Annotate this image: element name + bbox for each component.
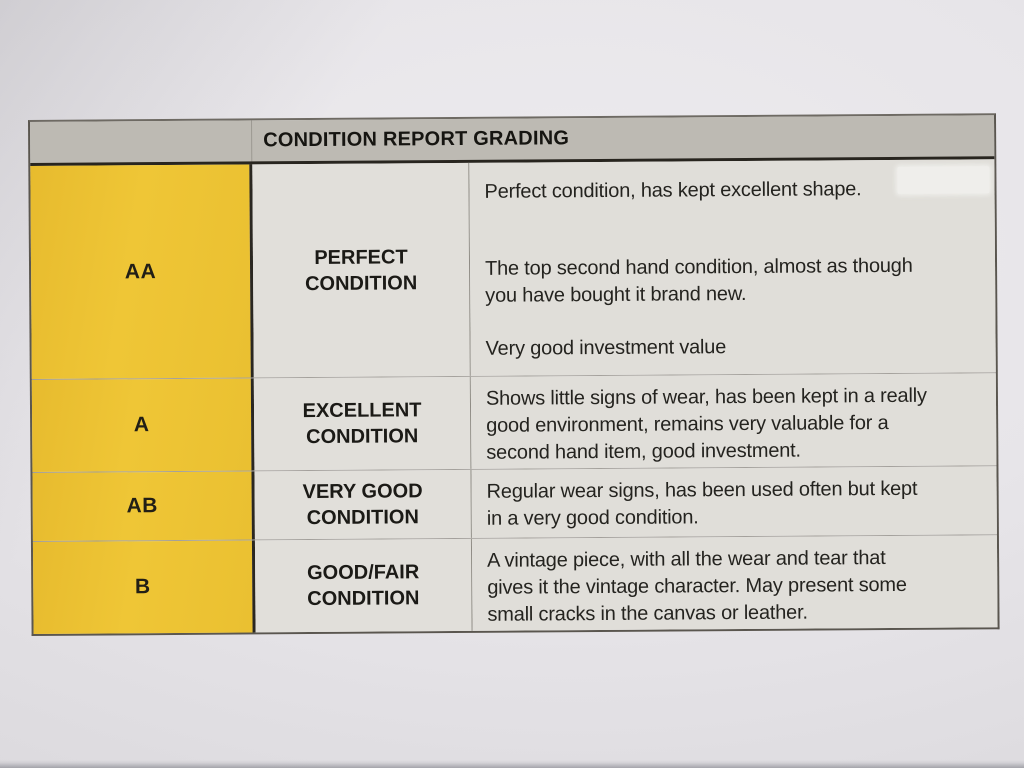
table-row: AA PERFECT CONDITION Perfect condition, ha… [30,159,996,379]
paper-bottom-edge [0,760,1024,768]
header-grade-column-spacer [30,120,253,163]
description-paragraph: A vintage piece, with all the wear and t… [487,547,907,626]
whiteout-correction-patch [897,166,990,194]
description-cell: A vintage piece, with all the wear and t… [471,535,998,631]
description-cell: Shows little signs of wear, has been kep… [470,373,997,469]
condition-label-cell: PERFECT CONDITION [252,162,471,378]
description-cell: Regular wear signs, has been used often … [471,466,997,538]
description-cell: Perfect condition, has kept excellent sh… [469,159,996,376]
table-row: AB VERY GOOD CONDITION Regular wear signs,… [32,465,997,541]
description-paragraph: Shows little signs of wear, has been kep… [485,384,927,464]
table-body: AA PERFECT CONDITION Perfect condition, ha… [30,159,998,634]
description-paragraph: Very good investment value [485,336,727,360]
table-header-row: CONDITION REPORT GRADING [30,115,995,166]
grading-table: CONDITION REPORT GRADING AA PERFECT CONDI… [28,113,1000,636]
table-title: CONDITION REPORT GRADING [263,127,570,152]
grading-table-wrap: CONDITION REPORT GRADING AA PERFECT CONDI… [28,113,1000,636]
condition-label-cell: EXCELLENT CONDITION [253,376,472,471]
grade-cell: A [31,378,255,472]
condition-label-cell: VERY GOOD CONDITION [254,469,472,540]
table-row: B GOOD/FAIR CONDITION A vintage piece, wit… [32,534,998,634]
description-paragraph: Regular wear signs, has been used often … [486,477,918,530]
description-paragraph: The top second hand condition, almost as… [484,254,913,307]
grade-cell: AB [32,471,255,541]
grade-cell: B [32,540,256,634]
table-row: A EXCELLENT CONDITION Shows little signs o… [31,372,997,472]
grade-cell: AA [30,164,254,379]
condition-label-cell: GOOD/FAIR CONDITION [254,538,473,633]
